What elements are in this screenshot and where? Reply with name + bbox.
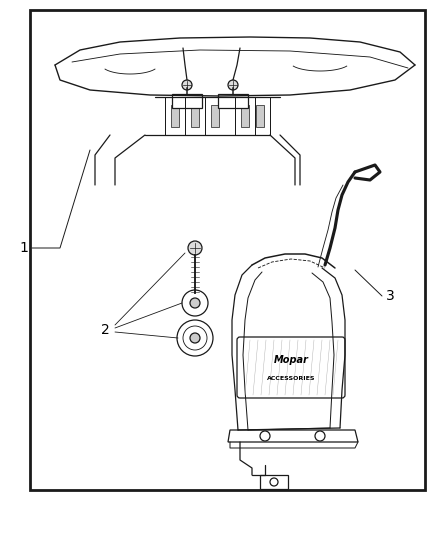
FancyBboxPatch shape	[237, 337, 345, 398]
Circle shape	[188, 241, 202, 255]
Text: 1: 1	[20, 241, 28, 255]
Bar	[211, 105, 219, 127]
Bar	[218, 94, 248, 108]
Text: 3: 3	[385, 289, 394, 303]
Bar	[260, 475, 288, 489]
Circle shape	[228, 80, 238, 90]
Bar	[241, 105, 249, 127]
Circle shape	[190, 333, 200, 343]
Circle shape	[270, 478, 278, 486]
Text: ACCESSORIES: ACCESSORIES	[267, 376, 315, 381]
Circle shape	[190, 298, 200, 308]
Circle shape	[177, 320, 213, 356]
Circle shape	[182, 80, 192, 90]
Text: Mopar: Mopar	[274, 355, 308, 365]
Polygon shape	[228, 430, 358, 442]
Circle shape	[315, 431, 325, 441]
Circle shape	[260, 431, 270, 441]
Bar	[256, 105, 264, 127]
Circle shape	[182, 290, 208, 316]
Text: 2: 2	[101, 323, 110, 337]
Bar	[171, 105, 179, 127]
Bar	[191, 105, 199, 127]
Bar	[172, 94, 202, 108]
